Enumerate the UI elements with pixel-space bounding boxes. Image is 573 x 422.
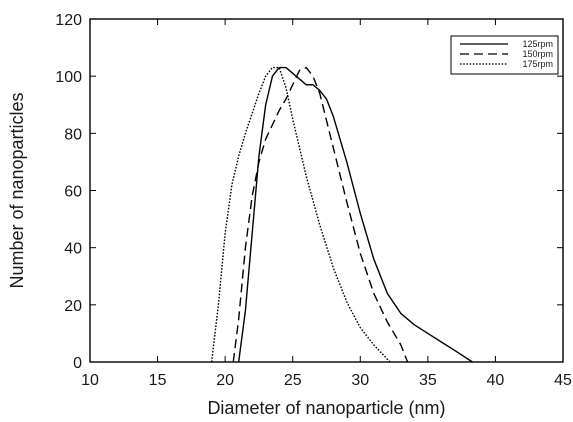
legend-label-175rpm: 175rpm xyxy=(522,59,553,69)
x-tick-label: 40 xyxy=(487,372,505,389)
y-tick-label: 100 xyxy=(55,69,82,86)
x-tick-label: 35 xyxy=(419,372,437,389)
legend-label-150rpm: 150rpm xyxy=(522,49,553,59)
x-tick-label: 10 xyxy=(81,372,99,389)
x-tick-label: 25 xyxy=(284,372,302,389)
legend-box xyxy=(450,35,559,75)
series-line-150rpm xyxy=(232,66,409,363)
y-tick-label: 60 xyxy=(64,184,82,201)
series-line-125rpm xyxy=(237,66,473,363)
x-tick-label: 20 xyxy=(216,372,234,389)
y-axis-title: Number of nanoparticles xyxy=(7,92,27,288)
y-tick-label: 40 xyxy=(64,241,82,258)
x-tick-label: 15 xyxy=(149,372,167,389)
x-axis-title: Diameter of nanoparticle (nm) xyxy=(207,398,445,418)
plot-layer xyxy=(210,66,473,363)
series-line-175rpm xyxy=(210,66,391,363)
ticks-layer: 10 15 20 25 30 35 40 45 0 20 40 60 80 100 120 xyxy=(55,12,572,389)
y-tick-label: 80 xyxy=(64,126,82,143)
y-tick-label: 20 xyxy=(64,298,82,315)
x-tick-label: 45 xyxy=(554,372,572,389)
y-tick-label: 0 xyxy=(73,355,82,372)
x-tick-label: 30 xyxy=(351,372,369,389)
legend-label-125rpm: 125rpm xyxy=(522,39,553,49)
y-tick-label: 120 xyxy=(55,12,82,29)
